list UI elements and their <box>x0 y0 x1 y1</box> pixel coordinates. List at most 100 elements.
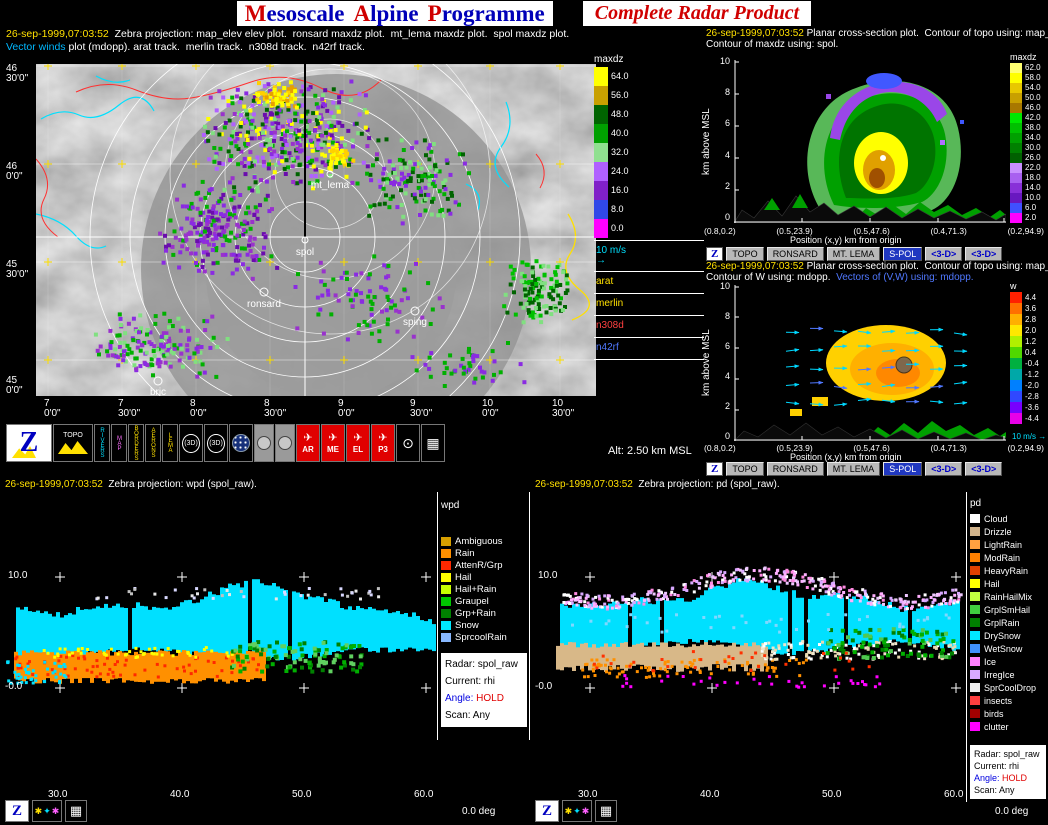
aircraft-merlin-button[interactable]: ✈ ME <box>321 424 345 462</box>
topo-button[interactable]: TOPO <box>726 462 764 476</box>
colorbar-cell: 2.8 <box>1010 314 1039 325</box>
symbols-button[interactable]: ✱ ✦ ✱ <box>32 800 62 822</box>
wind-vector-icon: → <box>596 255 606 266</box>
rhi-right-ytick-10: 10.0 <box>538 570 558 581</box>
colorbar-cell: -2.0 <box>1010 380 1039 391</box>
map-display[interactable]: mt_lema spol ronsard sping bric <box>36 64 596 396</box>
zebra-button[interactable]: Z <box>535 800 559 822</box>
ytick: 6 <box>724 118 730 129</box>
target-button[interactable]: ⊙ <box>396 424 420 462</box>
rivers-layer <box>36 75 511 249</box>
aircraft-electra-button[interactable]: ✈ EL <box>346 424 370 462</box>
symbols-button[interactable]: ✱ ✦ ✱ <box>562 800 592 822</box>
zebra-button[interactable]: Z <box>706 462 724 476</box>
ronsard-button[interactable]: RONSARD <box>766 247 824 261</box>
rhi-left-ytick-0: -0.0 <box>5 681 23 692</box>
ytick: 0 <box>724 211 730 222</box>
panel-divider <box>529 492 530 740</box>
xsec2-plot[interactable] <box>734 285 1006 441</box>
3d-view-button-1[interactable]: (3D) <box>179 424 203 462</box>
legend-item: Rain <box>441 547 527 559</box>
aerons-button[interactable]: AERONS <box>145 424 161 462</box>
colorbar-cell: 54.0 <box>1010 83 1041 93</box>
grid-button[interactable]: ▦ <box>421 424 445 462</box>
legend-item: SprcoolRain <box>441 631 527 643</box>
lema-button[interactable]: LEMA <box>162 424 178 462</box>
xsec1-xticks: (0.8,0.2) (0.5,23.9) (0.5,47.6) (0.4,71.3) (… <box>704 226 1044 236</box>
legend-item: Drizzle <box>970 525 1048 538</box>
lon-label: 10 30'0" <box>552 398 575 419</box>
colorbar-cell: 6.0 <box>1010 203 1041 213</box>
legend-item: Hail <box>970 577 1048 590</box>
3d-button-1[interactable]: <3-D> <box>925 247 963 261</box>
lon-label: 10 0'0" <box>482 398 499 419</box>
borders-layer <box>36 76 545 238</box>
colorbar-cell: 3.6 <box>1010 303 1039 314</box>
grid-button[interactable]: ▦ <box>595 800 617 822</box>
xtick: (0.4,71.3) <box>930 443 967 453</box>
s-pol-button[interactable]: S-POL <box>883 462 923 476</box>
colorbar-cell: 32.0 <box>594 143 629 162</box>
zebra-button[interactable]: Z <box>706 247 724 261</box>
airplane-icon: ✈ <box>378 432 388 444</box>
rhi-right-angle-readout: 0.0 deg <box>995 806 1029 817</box>
title-letter: M <box>244 1 267 26</box>
mt-lema-button[interactable]: MT. LEMA <box>826 247 881 261</box>
legend-item: insects <box>970 694 1048 707</box>
colorbar-cell: 50.0 <box>1010 93 1041 103</box>
topo-button[interactable]: TOPO <box>726 247 764 261</box>
crosshair-lines <box>36 236 596 396</box>
3d-button-2[interactable]: <3-D> <box>965 462 1003 476</box>
ytick: 8 <box>724 87 730 98</box>
title-bar: Mesoscale Alpine Programme Complete Radar … <box>0 1 1048 26</box>
ronsard-button[interactable]: RONSARD <box>766 462 824 476</box>
topo-button[interactable]: TOPO <box>53 424 93 462</box>
xsec1-header: 26-sep-1999,07:03:52 Planar cross-sectio… <box>706 28 1048 50</box>
track-legend-item: merlin <box>594 294 704 316</box>
status-header: 26-sep-1999,07:03:52 Zebra projection: m… <box>6 28 569 54</box>
xsec2-ylabel: km above MSL <box>701 329 712 397</box>
rhi-left-plot[interactable] <box>0 492 436 792</box>
colorbar-cell: 18.0 <box>1010 173 1041 183</box>
rivers-button[interactable]: RIVERS <box>94 424 110 462</box>
3d-view-button-2[interactable]: (3D) <box>204 424 228 462</box>
symbols-icon: ✱ <box>581 805 590 816</box>
xsec1-plot[interactable] <box>734 60 1006 223</box>
soundings-button[interactable] <box>229 424 253 462</box>
mesonet-button-2[interactable] <box>275 424 295 462</box>
zebra-button[interactable]: Z <box>6 424 52 462</box>
product-subtitle: Complete Radar Product <box>582 1 812 26</box>
graticule-lines <box>36 65 596 361</box>
colorbar-cell: 0.4 <box>1010 347 1039 358</box>
xsec2-xlabel: Position (x,y) km from origin <box>790 452 902 462</box>
s-pol-button[interactable]: S-POL <box>883 247 923 261</box>
xtick: (0.2,94.9) <box>1007 226 1044 236</box>
borders-button[interactable]: BORDERS <box>128 424 144 462</box>
rhi-right-plot[interactable] <box>530 492 966 792</box>
colorbar-cell: 2.0 <box>1010 213 1041 223</box>
colorbar-cell: 58.0 <box>1010 73 1041 83</box>
mountain-icon <box>58 441 88 454</box>
zebra-button[interactable]: Z <box>5 800 29 822</box>
xsec1-toolbar: Z TOPO RONSARD MT. LEMA S-POL <3-D> <3-D… <box>706 247 1003 261</box>
colorbar-cell: 56.0 <box>594 86 629 105</box>
grid-icon: ▦ <box>69 803 83 818</box>
mt-lema-button[interactable]: MT. LEMA <box>826 462 881 476</box>
map-button[interactable]: MAP <box>111 424 127 462</box>
symbols-icon: ✦ <box>573 805 581 816</box>
3d-button-2[interactable]: <3-D> <box>965 247 1003 261</box>
mesonet-button-1[interactable] <box>254 424 274 462</box>
colorbar-cell: 22.0 <box>1010 163 1041 173</box>
3d-button-1[interactable]: <3-D> <box>925 462 963 476</box>
aircraft-arat-button[interactable]: ✈ AR <box>296 424 320 462</box>
aircraft-p3-button[interactable]: ✈ P3 <box>371 424 395 462</box>
legend-item: Hail+Rain <box>441 583 527 595</box>
sounding-icon <box>232 434 250 452</box>
storm-contours <box>807 73 964 218</box>
grid-button[interactable]: ▦ <box>65 800 87 822</box>
lon-label: 7 30'0" <box>118 398 141 419</box>
xtick: (0.4,71.3) <box>930 226 967 236</box>
pd-legend: pd Cloud Drizzle LightRain ModRain HeavyRain… <box>970 496 1048 733</box>
station-icon <box>257 436 271 450</box>
colorbar-cell: 38.0 <box>1010 123 1041 133</box>
